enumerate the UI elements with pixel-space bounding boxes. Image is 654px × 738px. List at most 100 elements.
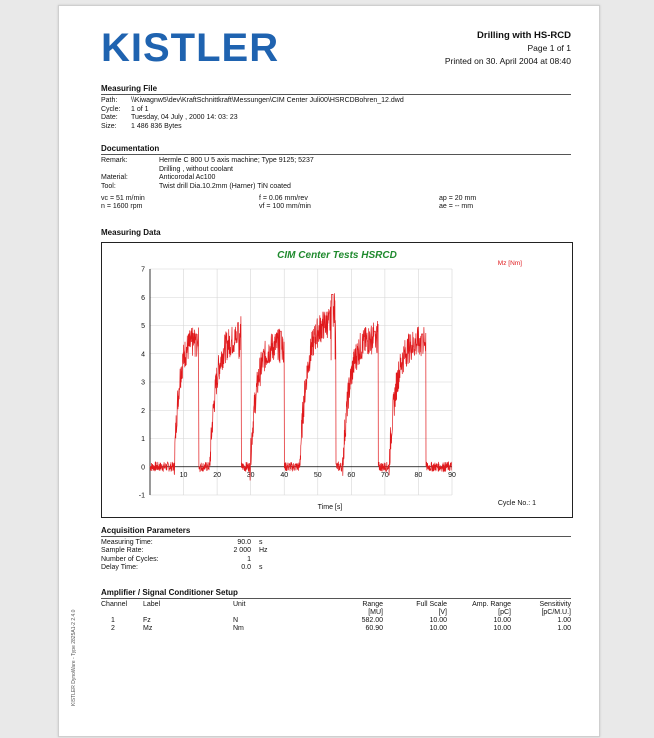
table-cell: 1 (111, 617, 115, 624)
x-tick-label: 30 (247, 472, 255, 479)
cutting-parameters: vc = 51 m/min n = 1600 rpm f = 0.06 mm/r… (101, 195, 571, 215)
col-subheader (101, 609, 143, 617)
path-value: \\Kiwagnw5\dev\KraftSchnittkraft\Messung… (131, 97, 404, 104)
section-title: Measuring Data (101, 228, 161, 237)
page-number: Page 1 of 1 (527, 43, 571, 53)
chart-title: CIM Center Tests HSRCD (277, 250, 397, 261)
section-title: Amplifier / Signal Conditioner Setup (101, 588, 571, 599)
col-header: Amp. Range (472, 601, 511, 608)
acq-row: Number of Cycles: 1 (101, 556, 571, 564)
size-key: Size: (101, 122, 117, 130)
series-mz-line (149, 293, 453, 481)
date-key: Date: (101, 114, 118, 121)
col-subheader: [pC] (498, 609, 511, 616)
legend-mz: Mz [Nm] (498, 260, 522, 267)
y-tick-label: 6 (141, 295, 145, 302)
document-page: KISTLER Drilling with HS-RCD Page 1 of 1… (58, 5, 600, 737)
col-header: Unit (233, 601, 246, 608)
section-title: Acquisition Parameters (101, 526, 571, 537)
x-tick-label: 10 (180, 472, 188, 479)
amplifier-table: Channel Label Unit Range Full Scale Amp.… (101, 601, 571, 633)
col-subheader (143, 609, 233, 617)
y-tick-label: 1 (141, 436, 145, 443)
col-header: Range (362, 601, 383, 608)
acquisition-section: Acquisition Parameters Measuring Time: 90… (101, 526, 571, 572)
tool-value: Twist drill Dia.10.2mm (Harner) TiN coat… (159, 182, 291, 190)
measuring-file-section: Measuring File Path: \\Kiwagnw5\dev\Kraft… (101, 84, 571, 131)
measuring-data-section: Measuring Data (101, 228, 571, 240)
table-header-row: Channel Label Unit Range Full Scale Amp.… (101, 601, 571, 609)
size-value: 1 486 836 Bytes (131, 122, 182, 130)
table-cell: Fz (143, 617, 151, 624)
acq-row: Delay Time: 0.0 s (101, 564, 571, 572)
acq-row: Measuring Time: 90.0 s (101, 539, 571, 547)
table-cell: 582.00 (361, 617, 383, 624)
acq-key: Measuring Time: (101, 539, 153, 546)
acq-key: Sample Rate: (101, 547, 144, 555)
col-subheader: [pC/M.U.] (541, 609, 571, 616)
table-cell: 1.00 (557, 625, 571, 632)
param-vf: vf = 100 mm/min (259, 203, 311, 210)
acq-value: 90.0 (237, 539, 251, 546)
acq-unit: s (259, 539, 263, 546)
documentation-section: Documentation Remark: Hermle C 800 U 5 ax… (101, 144, 571, 215)
table-cell: 10.00 (429, 625, 447, 632)
y-tick-label: 0 (141, 464, 145, 471)
report-title: Drilling with HS-RCD (477, 30, 571, 41)
x-tick-label: 60 (347, 472, 355, 479)
chart-frame: CIM Center Tests HSRCD Mz [Nm] Time [s] … (101, 242, 573, 518)
acq-key: Delay Time: (101, 563, 138, 571)
x-tick-label: 80 (415, 472, 423, 479)
y-tick-label: 2 (141, 408, 145, 415)
amplifier-section: Amplifier / Signal Conditioner Setup Cha… (101, 588, 571, 633)
print-date: Printed on 30. April 2004 at 08:40 (444, 56, 571, 66)
date-value: Tuesday, 04 July , 2000 14: 03: 23 (131, 114, 238, 121)
torque-chart: CIM Center Tests HSRCD Mz [Nm] Time [s] … (139, 250, 536, 511)
x-tick-label: 40 (280, 472, 288, 479)
acq-unit: s (259, 563, 263, 571)
section-title: Documentation (101, 144, 571, 155)
table-cell: 10.00 (493, 625, 511, 632)
table-cell: Mz (143, 625, 153, 632)
y-tick-label: 5 (141, 323, 145, 330)
param-n: n = 1600 rpm (101, 203, 143, 210)
table-row: 2 Mz Nm 60.90 10.00 10.00 1.00 (101, 625, 571, 633)
col-subheader: [MU] (368, 609, 383, 616)
cycle-number: Cycle No.: 1 (498, 500, 536, 507)
report-header: Drilling with HS-RCD Page 1 of 1 Printed… (445, 29, 571, 68)
table-cell: 10.00 (429, 617, 447, 624)
acq-row: Sample Rate: 2 000 Hz (101, 547, 571, 555)
x-tick-label: 50 (314, 472, 322, 479)
kistler-logo: KISTLER (101, 26, 280, 70)
table-cell: 60.90 (365, 625, 383, 632)
acq-value: 1 (247, 555, 251, 563)
cycle-value: 1 of 1 (131, 105, 149, 113)
col-subheader (233, 609, 313, 617)
tool-key: Tool: (101, 182, 116, 190)
table-subheader-row: [MU] [V] [pC] [pC/M.U.] (101, 609, 571, 617)
material-value: Anticorodal Ac100 (159, 174, 216, 181)
param-ap: ap = 20 mm (439, 195, 477, 202)
side-footer-text: KISTLER DynoWare - Type 2825A1-2 2.4.0 (71, 609, 77, 706)
param-vc: vc = 51 m/min (101, 195, 145, 202)
col-header: Sensitivity (539, 601, 571, 608)
path-key: Path: (101, 97, 118, 104)
measuring-file-rows: Path: \\Kiwagnw5\dev\KraftSchnittkraft\Me… (101, 97, 571, 131)
remark-line-2: Drilling , without coolant (159, 165, 233, 173)
col-subheader: [V] (438, 609, 447, 616)
param-f: f = 0.06 mm/rev (259, 195, 308, 202)
acq-unit: Hz (259, 547, 268, 555)
x-axis-label: Time [s] (318, 504, 343, 511)
x-tick-label: 90 (448, 472, 456, 479)
acq-value: 2 000 (233, 547, 251, 555)
x-tick-label: 70 (381, 472, 389, 479)
acquisition-rows: Measuring Time: 90.0 s Sample Rate: 2 000 Hz… (101, 539, 571, 572)
acq-key: Number of Cycles: (101, 555, 159, 563)
col-header: Channel (101, 601, 128, 608)
param-ae: ae = -- mm (439, 203, 474, 210)
table-cell: 2 (111, 625, 115, 632)
col-header: Label (143, 601, 161, 608)
col-header: Full Scale (416, 601, 447, 608)
y-tick-label: 4 (141, 351, 145, 358)
table-cell: Nm (233, 625, 244, 632)
